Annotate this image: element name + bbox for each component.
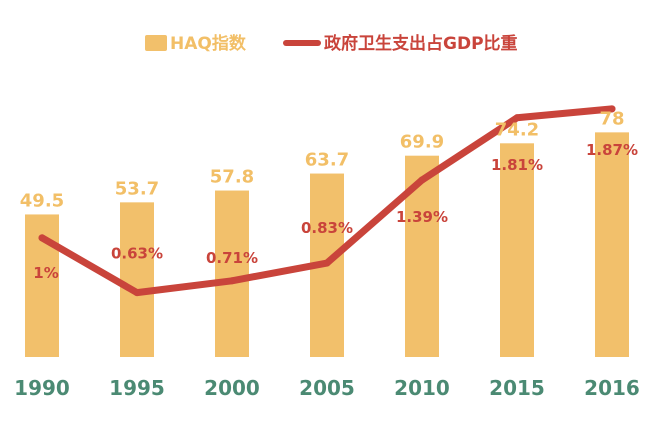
line-value-label-2015: 1.81% [491,156,543,174]
bar-value-label-1990: 49.5 [20,190,64,211]
line-value-label-1990: 1% [33,264,58,282]
legend: HAQ指数 政府卫生支出占GDP比重 [145,33,518,54]
line-point-2010 [418,176,426,184]
x-tick-label-2016: 2016 [584,376,640,400]
bar-value-label-2015: 74.2 [495,119,539,140]
bar-1995 [120,202,154,357]
line-value-label-1995: 0.63% [111,245,163,263]
bar-2015 [500,143,534,357]
x-tick-label-2010: 2010 [394,376,450,400]
x-tick-label-1990: 1990 [14,376,70,400]
bar-value-label-2005: 63.7 [305,150,349,171]
labels-layer: 49.5 53.7 57.8 63.7 69.9 74.2 78 1% 0.63% 0.71% 0.… [20,108,638,281]
line-point-2016 [608,105,616,113]
x-axis: 1990 1995 2000 2005 2010 2015 2016 [14,376,640,400]
line-point-2015 [513,114,521,122]
line-value-label-2016: 1.87% [586,141,638,159]
line-point-1995 [133,289,141,297]
bar-value-label-2000: 57.8 [210,167,254,188]
bar-2000 [215,190,249,357]
x-tick-label-2000: 2000 [204,376,260,400]
legend-bar-swatch [145,35,167,51]
bar-value-label-2016: 78 [599,108,624,129]
line-value-label-2000: 0.71% [206,249,258,267]
line-layer [38,105,616,297]
bar-2016 [595,132,629,357]
line-point-2005 [323,259,331,267]
bars-layer [25,132,629,357]
bar-value-label-1995: 53.7 [115,178,159,199]
line-point-1990 [38,234,46,242]
x-tick-label-2015: 2015 [489,376,545,400]
legend-line-label: 政府卫生支出占GDP比重 [324,33,518,54]
line-value-label-2005: 0.83% [301,219,353,237]
x-tick-label-1995: 1995 [109,376,165,400]
legend-bar-label: HAQ指数 [170,33,247,54]
bar-value-label-2010: 69.9 [400,132,444,153]
x-tick-label-2005: 2005 [299,376,355,400]
line-value-label-2010: 1.39% [396,208,448,226]
line-point-2000 [228,277,236,285]
